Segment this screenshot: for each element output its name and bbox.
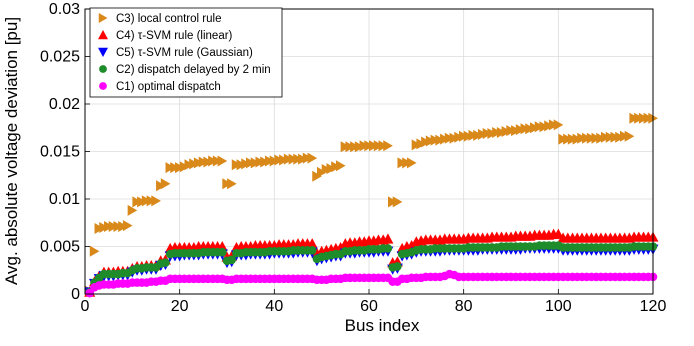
y-tick-label: 0.02 bbox=[49, 96, 80, 113]
legend-label-c2-dispatch-delayed: C2) dispatch delayed by 2 min bbox=[116, 64, 271, 76]
data-point-c3-local-control bbox=[553, 119, 564, 131]
data-point-c2-dispatch-delayed bbox=[307, 246, 317, 255]
x-tick-label: 120 bbox=[640, 298, 667, 315]
y-tick-label: 0 bbox=[71, 286, 80, 303]
x-tick-label: 40 bbox=[265, 298, 283, 315]
series-c4-svm-linear bbox=[84, 228, 659, 297]
data-point-c3-local-control bbox=[227, 178, 237, 190]
data-point-c2-dispatch-delayed bbox=[227, 255, 237, 265]
data-point-c3-local-control bbox=[151, 195, 161, 207]
data-point-c2-dispatch-delayed bbox=[393, 262, 402, 271]
data-point-c3-local-control bbox=[127, 204, 138, 216]
series-c2-dispatch-delayed bbox=[85, 241, 658, 297]
series-c1-optimal-dispatch bbox=[85, 269, 658, 298]
y-tick-label: 0.025 bbox=[40, 49, 80, 66]
axes-ticks: 0 20 40 60 80 100 120 0 0.005 0.01 0.015 0.02 0.025 0… bbox=[40, 1, 666, 315]
x-tick-label: 60 bbox=[360, 298, 378, 315]
legend-marker-c3-local-control bbox=[98, 13, 108, 23]
legend-marker-c4-svm-linear bbox=[98, 30, 108, 40]
data-point-c4-svm-linear bbox=[306, 238, 318, 249]
legend-marker-c5-svm-gaussian bbox=[98, 47, 108, 57]
legend-label-c4-svm-linear: C4) τ-SVM rule (linear) bbox=[116, 30, 233, 42]
data-point-c3-local-control bbox=[89, 245, 100, 257]
data-point-c1-optimal-dispatch bbox=[85, 288, 95, 298]
data-point-c3-local-control bbox=[383, 140, 393, 152]
data-point-c3-local-control bbox=[160, 178, 171, 190]
data-point-c2-dispatch-delayed bbox=[217, 247, 227, 257]
series-layer bbox=[84, 112, 659, 298]
data-point-c2-dispatch-delayed bbox=[383, 244, 393, 253]
x-tick-label: 100 bbox=[545, 298, 572, 315]
legend-marker-c1-optimal-dispatch bbox=[99, 82, 107, 90]
legend-label-c1-optimal-dispatch: C1) optimal dispatch bbox=[116, 81, 221, 93]
x-tick-label: 20 bbox=[171, 298, 189, 315]
legend-label-c5-svm-gaussian: C5) τ-SVM rule (Gaussian) bbox=[116, 47, 253, 59]
x-tick-label: 0 bbox=[81, 298, 90, 315]
data-point-c3-local-control bbox=[122, 220, 133, 232]
x-axis-label: Bus index bbox=[345, 316, 420, 335]
legend-label-c3-local-control: C3) local control rule bbox=[116, 13, 221, 25]
series-c3-local-control bbox=[85, 112, 658, 297]
legend-marker-c2-dispatch-delayed bbox=[99, 65, 107, 73]
data-point-c2-dispatch-delayed bbox=[161, 258, 170, 267]
y-axis-label: Avg. absolute voltage deviation [pu] bbox=[2, 17, 21, 285]
data-point-c3-local-control bbox=[307, 152, 318, 164]
data-point-c3-local-control bbox=[335, 160, 346, 172]
data-point-c3-local-control bbox=[406, 157, 417, 169]
x-tick-label: 80 bbox=[455, 298, 473, 315]
y-tick-label: 0.03 bbox=[49, 1, 80, 18]
data-point-c4-svm-linear bbox=[382, 233, 394, 244]
data-point-c3-local-control bbox=[624, 130, 635, 142]
data-point-c3-local-control bbox=[392, 196, 403, 208]
legend-box bbox=[89, 7, 283, 98]
data-point-c3-local-control bbox=[217, 155, 228, 167]
y-tick-label: 0.01 bbox=[49, 191, 80, 208]
legend: C3) local control rule C4) τ-SVM rule (li… bbox=[89, 7, 283, 98]
y-tick-label: 0.005 bbox=[40, 239, 80, 256]
y-tick-label: 0.015 bbox=[40, 144, 80, 161]
